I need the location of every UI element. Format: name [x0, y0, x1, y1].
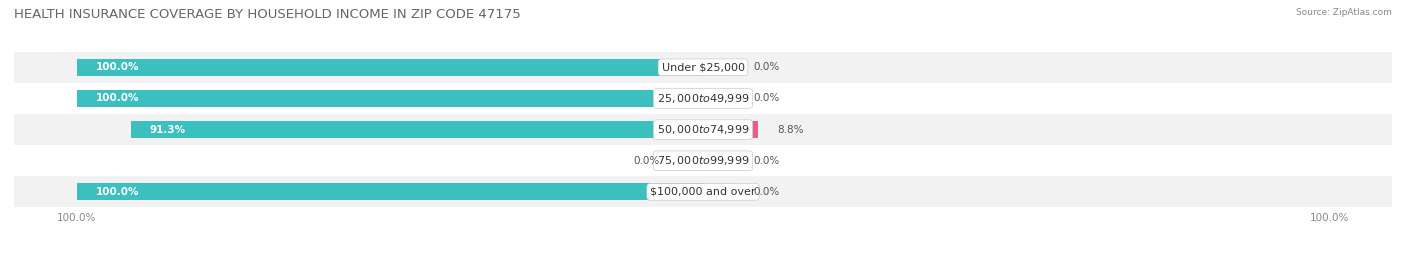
Bar	[14, 52, 1392, 83]
Text: HEALTH INSURANCE COVERAGE BY HOUSEHOLD INCOME IN ZIP CODE 47175: HEALTH INSURANCE COVERAGE BY HOUSEHOLD I…	[14, 8, 520, 21]
Bar	[14, 145, 1392, 176]
Text: 0.0%: 0.0%	[633, 156, 659, 166]
Bar	[703, 90, 734, 107]
Text: $50,000 to $74,999: $50,000 to $74,999	[657, 123, 749, 136]
Text: 100.0%: 100.0%	[96, 62, 139, 72]
Bar	[14, 176, 1392, 207]
Text: 0.0%: 0.0%	[754, 93, 779, 103]
Text: $75,000 to $99,999: $75,000 to $99,999	[657, 154, 749, 167]
Bar	[703, 183, 734, 201]
Bar	[131, 121, 703, 138]
Bar	[77, 183, 703, 201]
Bar	[77, 59, 703, 76]
Text: 0.0%: 0.0%	[754, 156, 779, 166]
Text: 0.0%: 0.0%	[754, 187, 779, 197]
Bar	[14, 114, 1392, 145]
Text: 100.0%: 100.0%	[96, 187, 139, 197]
Bar	[672, 152, 703, 169]
Text: $25,000 to $49,999: $25,000 to $49,999	[657, 92, 749, 105]
Text: 0.0%: 0.0%	[754, 62, 779, 72]
Text: 100.0%: 100.0%	[96, 93, 139, 103]
Bar	[77, 90, 703, 107]
Text: 8.8%: 8.8%	[778, 124, 803, 135]
Text: Under $25,000: Under $25,000	[661, 62, 745, 72]
Text: Source: ZipAtlas.com: Source: ZipAtlas.com	[1296, 8, 1392, 17]
Bar	[14, 83, 1392, 114]
Bar	[703, 59, 734, 76]
Text: $100,000 and over: $100,000 and over	[650, 187, 756, 197]
Bar	[703, 152, 734, 169]
Text: 91.3%: 91.3%	[150, 124, 186, 135]
Bar	[703, 121, 758, 138]
